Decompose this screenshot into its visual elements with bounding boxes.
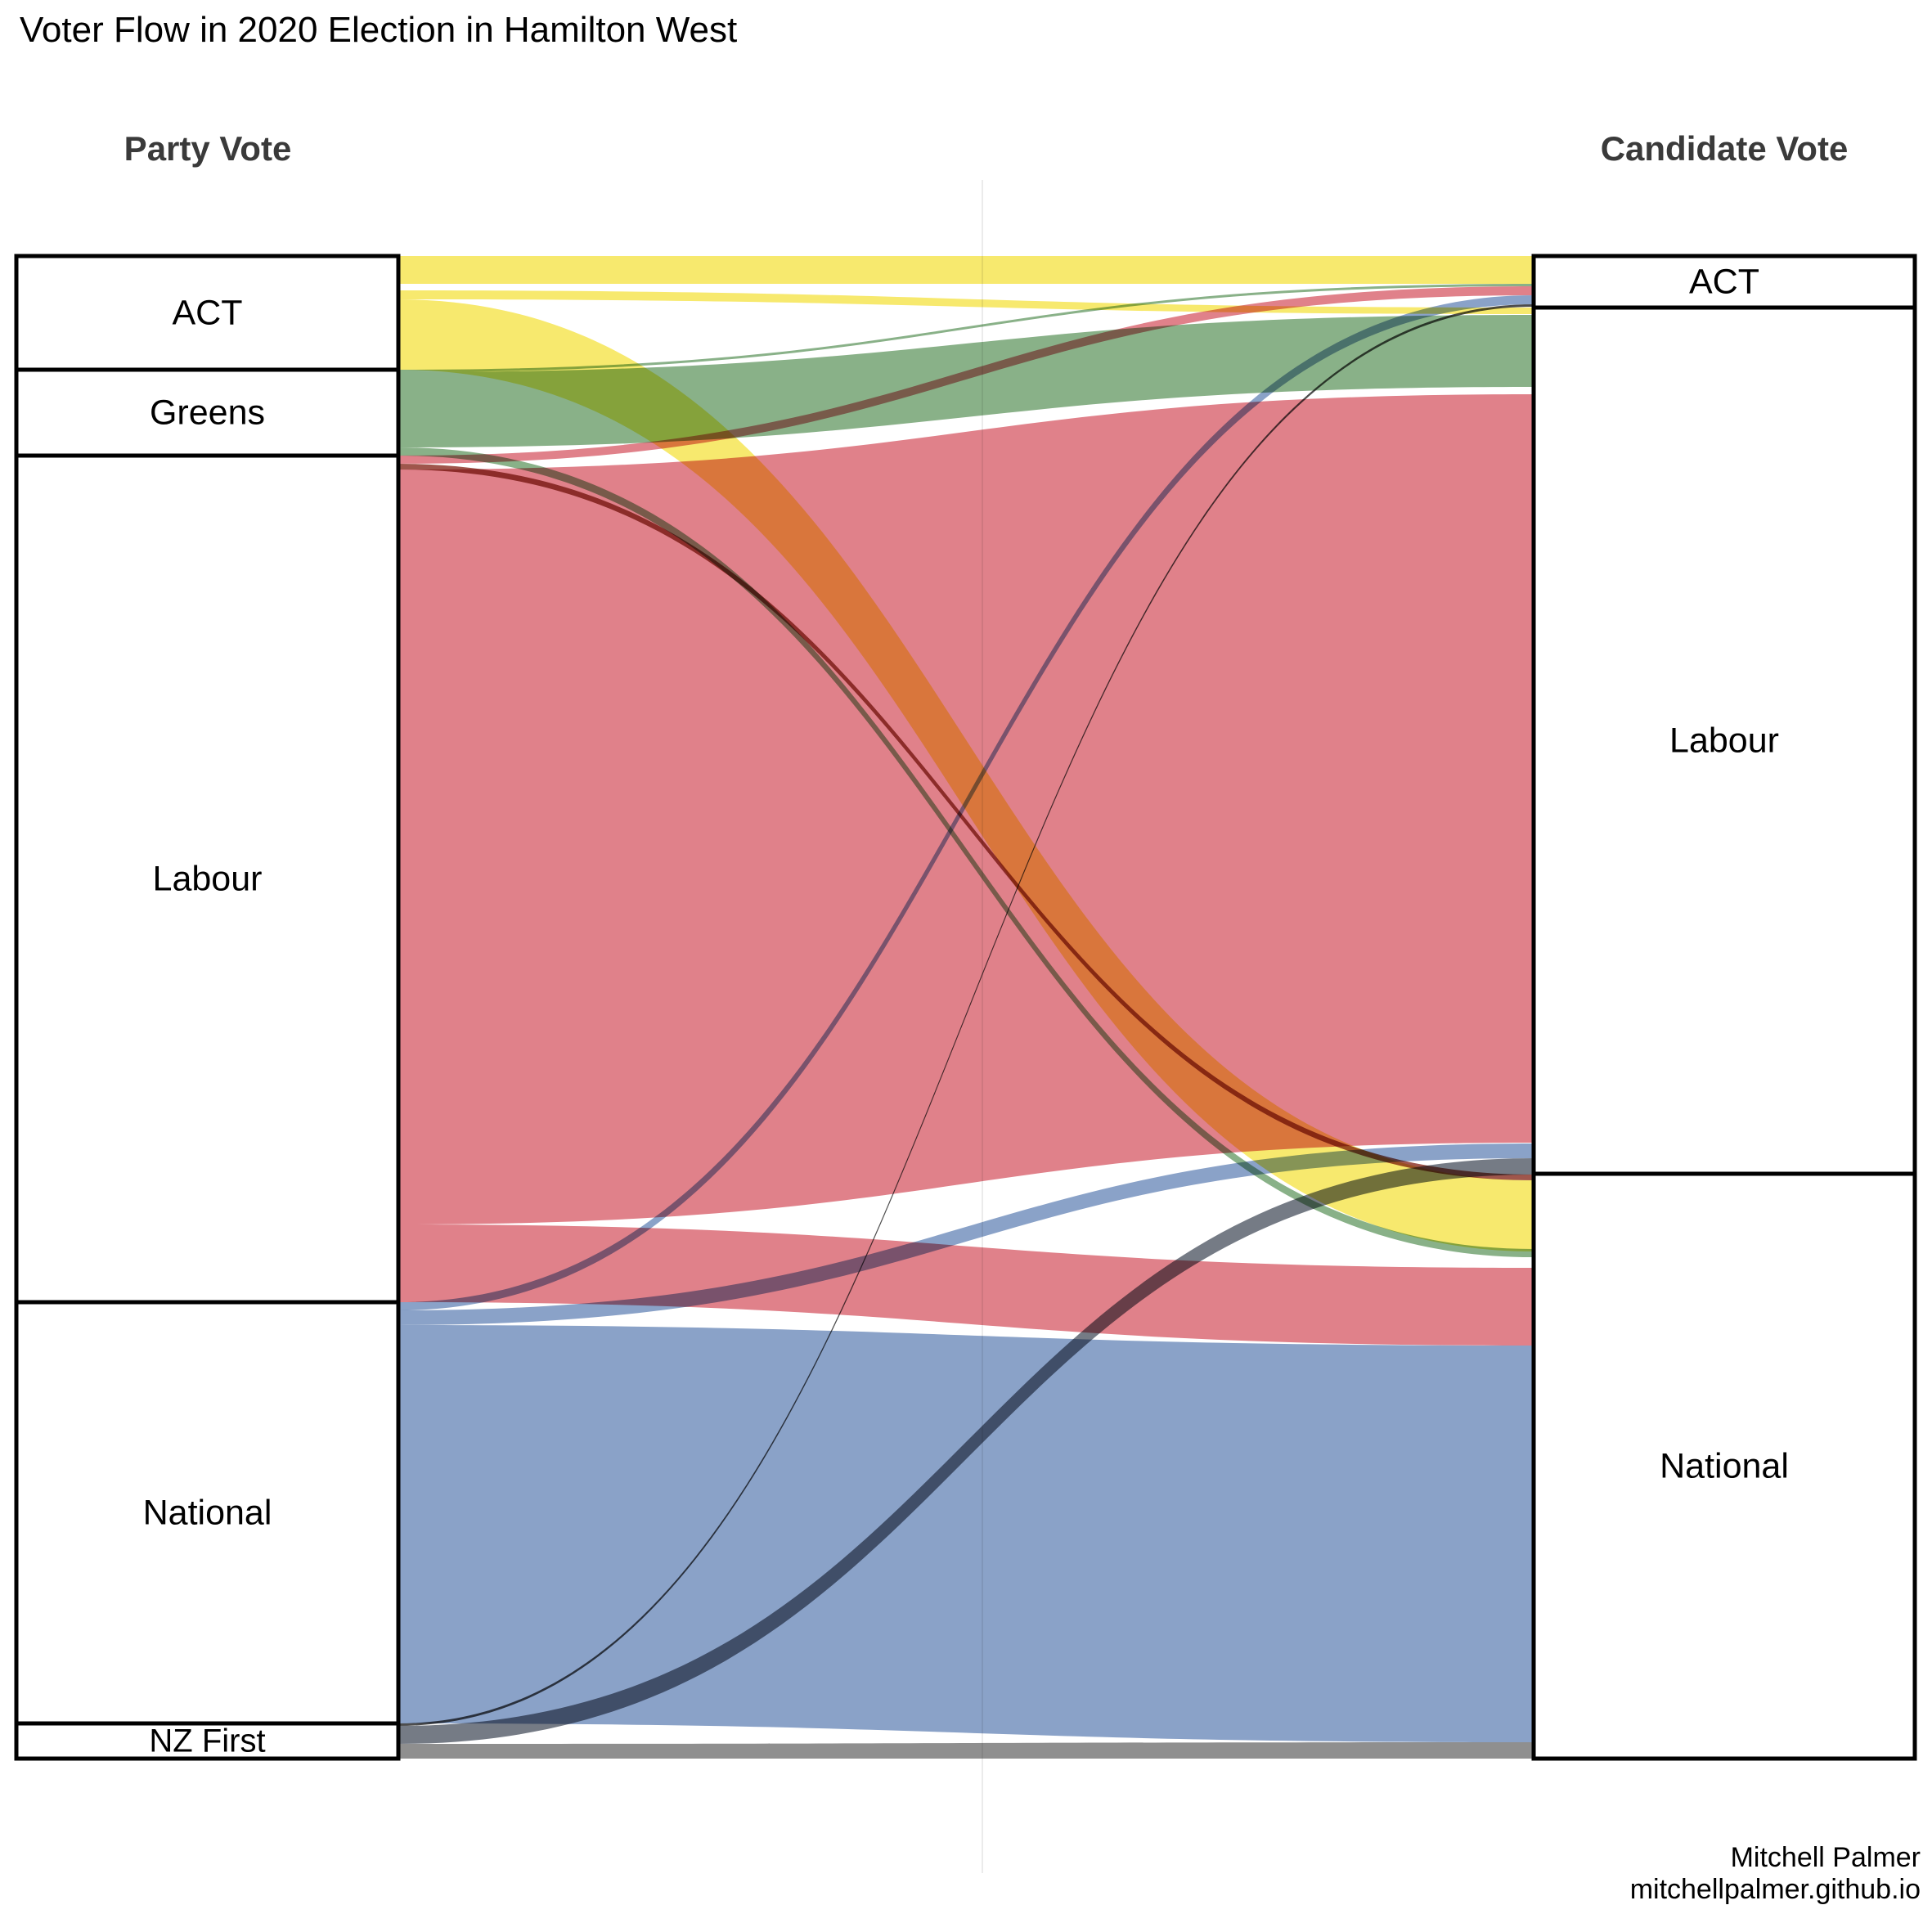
flow-labour-to-national bbox=[398, 1224, 1534, 1346]
node-label-right-national: National bbox=[1660, 1447, 1789, 1486]
flow-national-to-labour bbox=[398, 1143, 1534, 1325]
node-label-left-act: ACT bbox=[173, 294, 243, 333]
attribution: Mitchell Palmer mitchellpalmer.github.io bbox=[1630, 1842, 1921, 1906]
page-title: Voter Flow in 2020 Election in Hamilton … bbox=[20, 10, 738, 50]
node-label-right-act: ACT bbox=[1689, 263, 1759, 302]
node-label-left-labour: Labour bbox=[153, 860, 263, 899]
node-label-left-national: National bbox=[143, 1494, 272, 1533]
flow-national-to-act bbox=[398, 295, 1534, 1310]
node-right-act bbox=[1531, 254, 1917, 310]
node-right-national bbox=[1531, 1171, 1917, 1761]
party-vote-header: Party Vote bbox=[124, 129, 292, 168]
node-left-national bbox=[14, 1300, 401, 1726]
flow-labour-to-national bbox=[398, 464, 1534, 1180]
node-left-nz-first bbox=[14, 1721, 401, 1761]
flow-nz-first-to-act bbox=[398, 304, 1534, 1726]
flow-ribbons bbox=[398, 256, 1534, 1759]
flow-national-to-national bbox=[398, 1325, 1534, 1742]
flow-labour-to-act bbox=[398, 286, 1534, 464]
node-left-labour bbox=[14, 453, 401, 1305]
flow-nz-first-to-national bbox=[398, 1742, 1534, 1759]
flow-act-to-national bbox=[398, 299, 1534, 1251]
candidate-vote-header: Candidate Vote bbox=[1600, 129, 1849, 168]
flow-act-to-act bbox=[398, 256, 1534, 284]
flow-greens-to-act bbox=[398, 284, 1534, 372]
flow-greens-to-labour bbox=[398, 315, 1534, 447]
node-left-greens bbox=[14, 367, 401, 458]
node-label-left-greens: Greens bbox=[150, 393, 265, 433]
flow-nz-first-to-labour bbox=[398, 1158, 1534, 1744]
flow-greens-to-national bbox=[398, 447, 1534, 1257]
node-right-labour bbox=[1531, 305, 1917, 1176]
attribution-site: mitchellpalmer.github.io bbox=[1629, 1873, 1921, 1905]
node-label-left-nz-first: NZ First bbox=[149, 1723, 265, 1759]
attribution-author: Mitchell Palmer bbox=[1730, 1842, 1921, 1873]
node-left-act bbox=[14, 254, 401, 372]
node-label-right-labour: Labour bbox=[1669, 721, 1779, 761]
